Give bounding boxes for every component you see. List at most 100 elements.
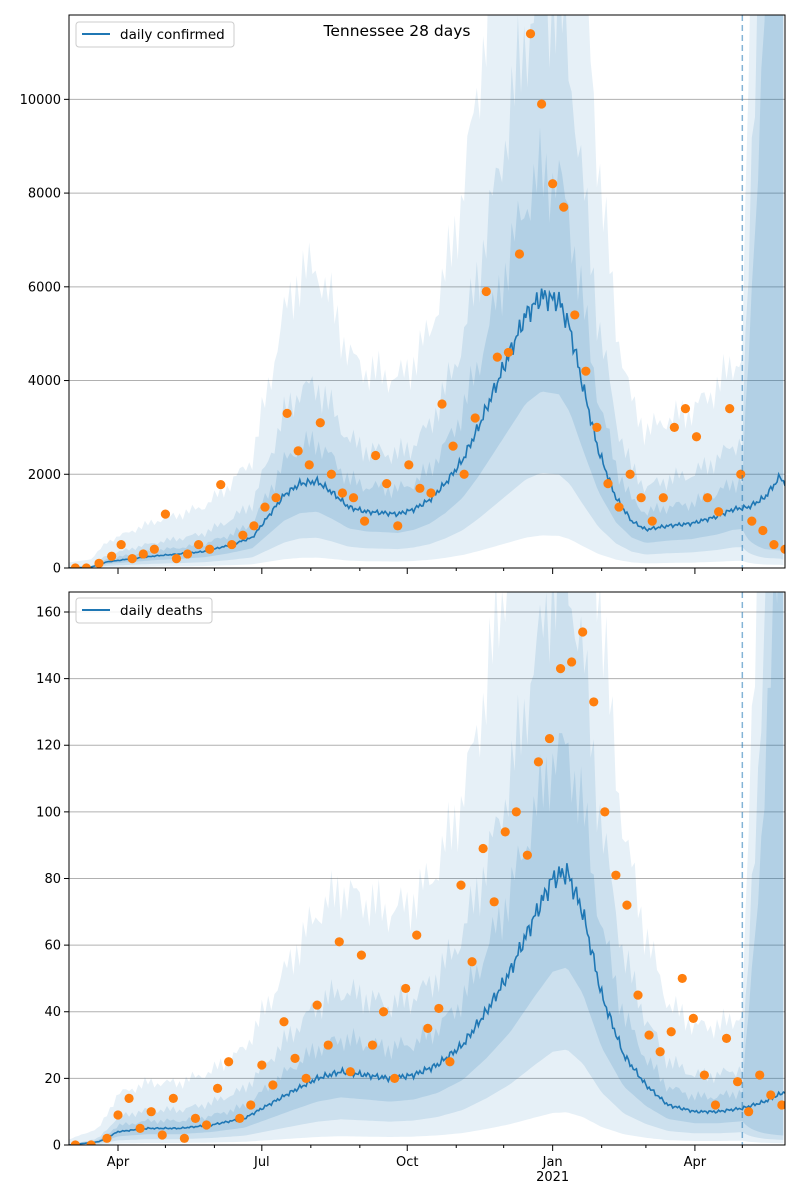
observed-point: [744, 1107, 754, 1117]
y-tick-label: 0: [53, 562, 61, 577]
observed-point: [224, 1057, 234, 1067]
observed-point: [323, 1040, 333, 1050]
observed-point: [378, 1007, 389, 1017]
legend-label-deaths: daily deaths: [120, 603, 203, 619]
observed-point: [182, 549, 193, 559]
observed-point: [581, 366, 591, 376]
observed-point: [747, 516, 757, 526]
observed-point: [393, 521, 403, 531]
observed-point: [445, 1057, 455, 1067]
observed-point: [625, 469, 635, 479]
observed-point: [412, 930, 422, 940]
observed-point: [113, 1110, 123, 1120]
top-plot-frame: [68, 14, 786, 569]
observed-point: [86, 1140, 96, 1145]
observed-point: [290, 1053, 300, 1063]
observed-point: [766, 1090, 776, 1100]
x-tick-label: Jan: [542, 1155, 563, 1170]
top-legend: daily confirmed: [75, 21, 235, 48]
observed-point: [758, 525, 768, 536]
observed-point: [467, 957, 477, 967]
observed-point: [389, 1073, 400, 1083]
observed-point: [157, 1130, 167, 1140]
observed-point: [611, 870, 621, 880]
observed-point: [304, 460, 314, 470]
observed-point: [578, 627, 588, 637]
y-tick-label: 120: [36, 739, 61, 754]
bottom-y-axis: 0 20 40 60 80 100 120 140 160: [36, 605, 69, 1154]
observed-point: [257, 1060, 267, 1070]
observed-point: [636, 493, 646, 503]
observed-point: [666, 1027, 676, 1037]
observed-point: [268, 1080, 278, 1090]
observed-point: [94, 558, 104, 568]
y-tick-label: 8000: [28, 187, 61, 202]
observed-point: [555, 664, 566, 674]
observed-point: [312, 1000, 322, 1010]
top-x-axis: [117, 568, 743, 574]
observed-point: [194, 539, 204, 550]
observed-point: [533, 757, 544, 767]
observed-point: [614, 502, 624, 512]
observed-point: [669, 422, 679, 433]
observed-point: [489, 897, 499, 907]
observed-point: [212, 1083, 223, 1093]
x-tick-label: Jul: [253, 1155, 270, 1170]
observed-point: [492, 352, 502, 362]
observed-point: [423, 1023, 433, 1034]
observed-point: [249, 521, 259, 531]
daily-confirmed-chart: 0 2000 4000 6000 8000 10000 Tennessee 28 days…: [20, 14, 786, 577]
observed-point: [688, 1013, 698, 1024]
observed-point: [437, 399, 447, 409]
observed-point: [227, 539, 237, 550]
observed-point: [603, 479, 613, 489]
bottom-uncertainty-bands: [69, 592, 784, 1145]
observed-point: [714, 507, 724, 517]
observed-point: [179, 1133, 189, 1143]
observed-point: [511, 807, 521, 817]
observed-point: [725, 404, 735, 414]
observed-point: [633, 990, 643, 1000]
y-tick-label: 10000: [20, 93, 61, 108]
observed-point: [736, 469, 746, 479]
observed-point: [780, 544, 785, 554]
observed-point: [334, 937, 344, 947]
observed-point: [658, 493, 668, 503]
observed-point: [190, 1113, 201, 1123]
observed-point: [348, 493, 359, 503]
observed-point: [246, 1100, 256, 1110]
observed-point: [448, 441, 458, 451]
observed-point: [459, 469, 469, 479]
y-tick-label: 2000: [28, 468, 61, 483]
observed-point: [592, 422, 602, 433]
observed-point: [293, 446, 303, 456]
observed-point: [116, 539, 126, 550]
uncertainty-band: [69, 15, 784, 568]
observed-point: [371, 450, 381, 461]
observed-point: [755, 1070, 765, 1080]
observed-point: [205, 544, 215, 554]
y-tick-label: 160: [36, 605, 61, 620]
observed-point: [356, 950, 367, 960]
observed-point: [279, 1017, 289, 1027]
observed-point: [404, 460, 414, 470]
chart-title: Tennessee 28 days: [323, 22, 471, 40]
observed-point: [271, 493, 281, 503]
y-tick-label: 0: [53, 1139, 61, 1154]
observed-point: [282, 408, 292, 418]
observed-point: [70, 1140, 80, 1145]
y-tick-label: 4000: [28, 374, 61, 389]
observed-point: [589, 697, 599, 707]
observed-point: [345, 1067, 355, 1077]
top-uncertainty-bands: [69, 15, 784, 568]
observed-point: [622, 900, 632, 910]
observed-point: [691, 432, 702, 442]
observed-point: [102, 1133, 112, 1143]
x-tick-label: Apr: [684, 1155, 707, 1170]
observed-point: [536, 99, 547, 109]
uncertainty-band: [69, 592, 784, 1145]
observed-point: [655, 1047, 665, 1057]
